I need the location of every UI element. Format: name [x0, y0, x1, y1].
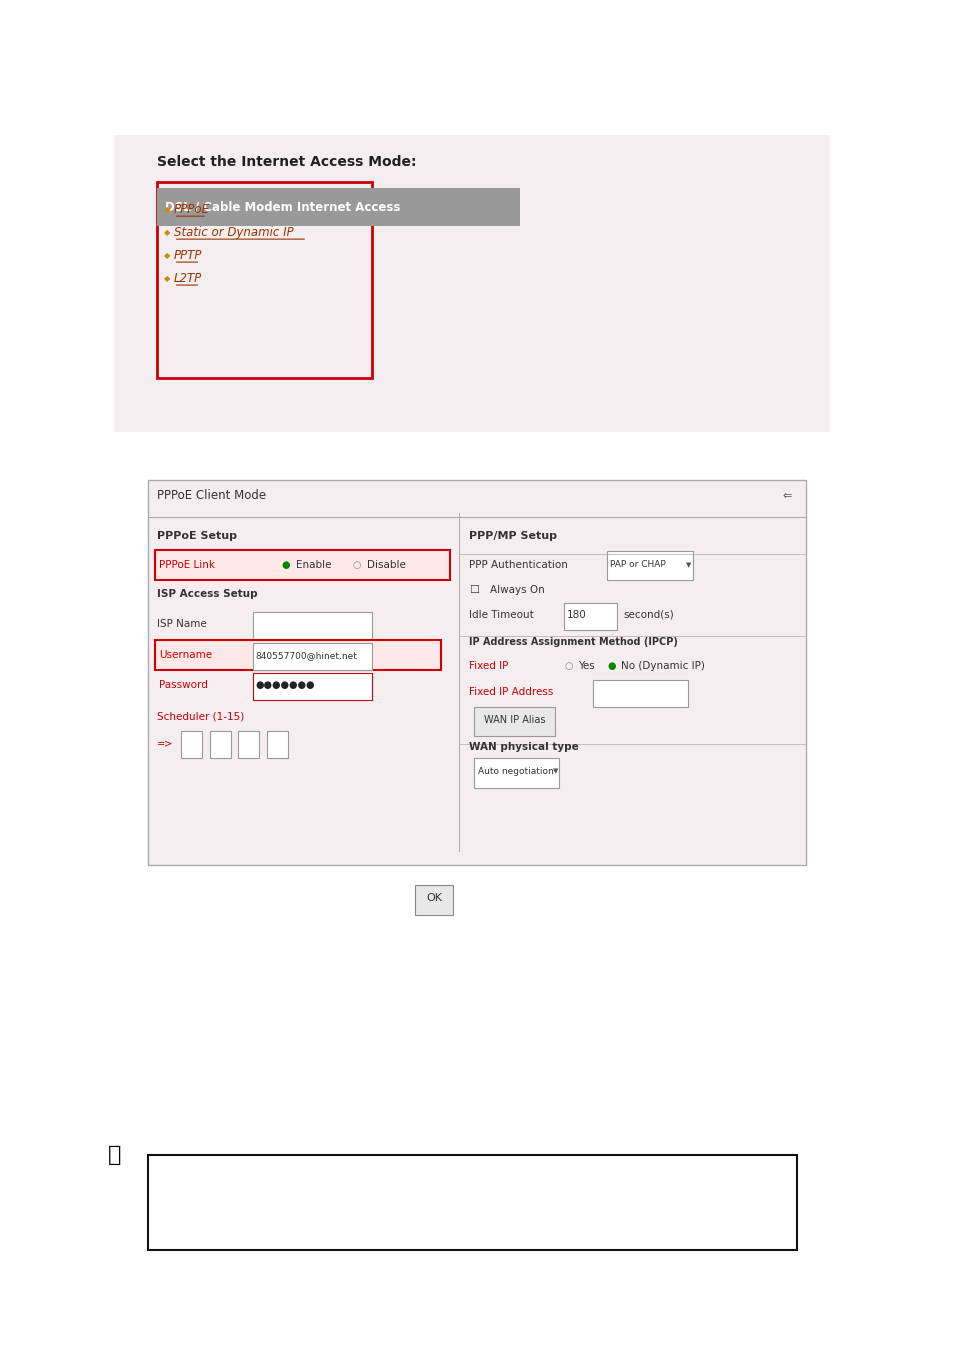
Text: IP Address Assignment Method (IPCP): IP Address Assignment Method (IPCP) — [468, 636, 677, 647]
Text: ●●●●●●●: ●●●●●●● — [255, 680, 314, 690]
Text: Always On: Always On — [489, 585, 544, 596]
Text: Username: Username — [159, 650, 213, 661]
Text: Password: Password — [159, 680, 208, 690]
Text: Fixed IP: Fixed IP — [468, 661, 508, 671]
FancyBboxPatch shape — [592, 680, 687, 707]
Text: Fixed IP Address: Fixed IP Address — [468, 686, 553, 697]
Text: ◆: ◆ — [164, 205, 171, 213]
Text: WAN physical type: WAN physical type — [468, 742, 578, 753]
Text: 840557700@hinet.net: 840557700@hinet.net — [255, 651, 357, 659]
FancyBboxPatch shape — [238, 731, 259, 758]
Text: ▼: ▼ — [552, 769, 558, 774]
Text: DSL / Cable Modem Internet Access: DSL / Cable Modem Internet Access — [165, 200, 400, 213]
FancyBboxPatch shape — [606, 551, 692, 580]
Text: ISP Name: ISP Name — [157, 619, 207, 630]
Text: ○: ○ — [563, 661, 572, 671]
Text: PPTP: PPTP — [173, 249, 202, 262]
Text: ⇐: ⇐ — [781, 490, 791, 501]
FancyBboxPatch shape — [114, 135, 829, 432]
Text: PPPoE Link: PPPoE Link — [159, 559, 215, 570]
Text: PPPoE: PPPoE — [173, 203, 210, 216]
Text: ISP Access Setup: ISP Access Setup — [157, 589, 257, 600]
FancyBboxPatch shape — [181, 731, 202, 758]
FancyBboxPatch shape — [415, 885, 453, 915]
Text: Select the Internet Access Mode:: Select the Internet Access Mode: — [157, 155, 416, 169]
Text: second(s): second(s) — [622, 609, 674, 620]
Text: PPPoE Client Mode: PPPoE Client Mode — [157, 489, 266, 503]
Text: WAN IP Alias: WAN IP Alias — [483, 715, 545, 725]
Text: ▼: ▼ — [685, 562, 691, 567]
Text: ●: ● — [606, 661, 615, 671]
Text: Yes: Yes — [578, 661, 595, 671]
FancyBboxPatch shape — [473, 758, 558, 788]
Text: ◆: ◆ — [164, 228, 171, 236]
Text: Static or Dynamic IP: Static or Dynamic IP — [173, 226, 294, 239]
Text: ●: ● — [281, 559, 290, 570]
FancyBboxPatch shape — [148, 480, 805, 865]
Text: =>: => — [157, 738, 173, 748]
FancyBboxPatch shape — [473, 707, 554, 736]
FancyBboxPatch shape — [253, 673, 372, 700]
Text: Idle Timeout: Idle Timeout — [468, 609, 533, 620]
Text: 💡: 💡 — [108, 1146, 121, 1165]
Text: PPP Authentication: PPP Authentication — [468, 559, 567, 570]
Text: ◆: ◆ — [164, 251, 171, 259]
Text: Scheduler (1-15): Scheduler (1-15) — [157, 711, 244, 721]
FancyBboxPatch shape — [148, 1155, 796, 1250]
FancyBboxPatch shape — [563, 603, 616, 630]
Text: PPP/MP Setup: PPP/MP Setup — [468, 531, 557, 542]
Text: Enable: Enable — [295, 559, 331, 570]
FancyBboxPatch shape — [253, 612, 372, 639]
Text: PAP or CHAP: PAP or CHAP — [609, 561, 665, 569]
FancyBboxPatch shape — [157, 182, 372, 378]
FancyBboxPatch shape — [210, 731, 231, 758]
Text: Auto negotiation: Auto negotiation — [477, 767, 554, 775]
FancyBboxPatch shape — [267, 731, 288, 758]
Text: 180: 180 — [566, 609, 586, 620]
Text: L2TP: L2TP — [173, 272, 202, 285]
Text: Disable: Disable — [367, 559, 406, 570]
Text: ○: ○ — [353, 559, 361, 570]
Text: OK: OK — [426, 893, 441, 904]
FancyBboxPatch shape — [157, 188, 519, 226]
Text: No (Dynamic IP): No (Dynamic IP) — [620, 661, 704, 671]
Text: PPPoE Setup: PPPoE Setup — [157, 531, 237, 542]
Text: ◆: ◆ — [164, 274, 171, 282]
FancyBboxPatch shape — [253, 643, 372, 670]
Text: ☐: ☐ — [468, 585, 478, 596]
FancyBboxPatch shape — [154, 550, 450, 580]
FancyBboxPatch shape — [154, 640, 440, 670]
